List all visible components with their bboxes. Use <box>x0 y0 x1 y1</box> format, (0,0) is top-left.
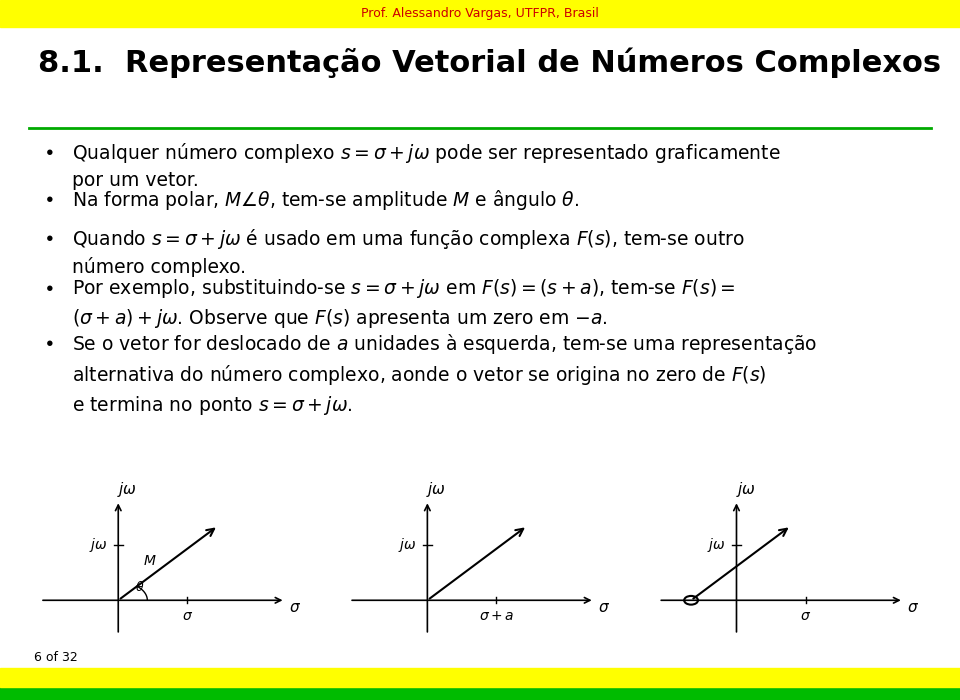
Text: Por exemplo, substituindo-se $s = \sigma + j\omega$ em $F(s) = (s+a)$, tem-se $F: Por exemplo, substituindo-se $s = \sigma… <box>72 277 735 330</box>
Text: $j\omega$: $j\omega$ <box>117 480 137 499</box>
Bar <box>0 687 960 700</box>
Text: $\sigma$: $\sigma$ <box>907 600 920 615</box>
Text: $j\omega$: $j\omega$ <box>426 480 446 499</box>
Text: Quando $s = \sigma + j\omega$ é usado em uma função complexa $F(s)$, tem-se outr: Quando $s = \sigma + j\omega$ é usado em… <box>72 227 745 277</box>
Text: 8.1.  Representação Vetorial de Números Complexos: 8.1. Representação Vetorial de Números C… <box>38 48 942 78</box>
Text: $M$: $M$ <box>143 554 156 568</box>
Text: Se o vetor for deslocado de $a$ unidades à esquerda, tem-se uma representação
al: Se o vetor for deslocado de $a$ unidades… <box>72 332 817 416</box>
Text: Prof. Alessandro Vargas, UTFPR, Brasil: Prof. Alessandro Vargas, UTFPR, Brasil <box>361 7 599 20</box>
Text: $\bullet$: $\bullet$ <box>43 277 54 296</box>
Text: $\sigma + a$: $\sigma + a$ <box>479 610 515 624</box>
Text: $\sigma$: $\sigma$ <box>800 610 811 624</box>
Bar <box>0 0 960 27</box>
Text: $\sigma$: $\sigma$ <box>598 600 611 615</box>
Text: $\sigma$: $\sigma$ <box>289 600 301 615</box>
Text: $\bullet$: $\bullet$ <box>43 227 54 246</box>
Bar <box>0 668 960 687</box>
Text: Na forma polar, $M\angle\theta$, tem-se amplitude $M$ e ângulo $\theta$.: Na forma polar, $M\angle\theta$, tem-se … <box>72 188 579 212</box>
Text: $j\omega$: $j\omega$ <box>708 536 726 554</box>
Text: $\bullet$: $\bullet$ <box>43 332 54 351</box>
Text: $\bullet$: $\bullet$ <box>43 141 54 160</box>
Text: $j\omega$: $j\omega$ <box>89 536 108 554</box>
Text: 6 of 32: 6 of 32 <box>34 651 78 664</box>
Text: $j\omega$: $j\omega$ <box>398 536 417 554</box>
Text: $\theta$: $\theta$ <box>135 580 145 594</box>
Text: $\sigma$: $\sigma$ <box>181 610 193 624</box>
Text: Qualquer número complexo $s = \sigma + j\omega$ pode ser representado graficamen: Qualquer número complexo $s = \sigma + j… <box>72 141 780 190</box>
Text: $j\omega$: $j\omega$ <box>735 480 756 499</box>
Text: $\bullet$: $\bullet$ <box>43 188 54 207</box>
